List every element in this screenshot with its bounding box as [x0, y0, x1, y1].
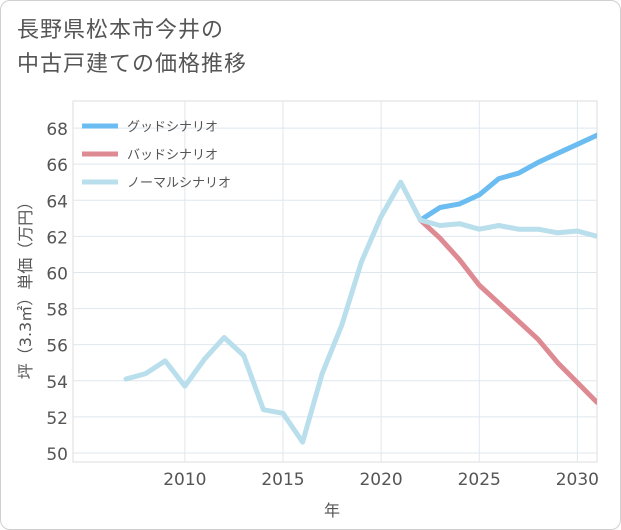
x-axis-label: 年 [324, 501, 340, 520]
y-tick-label-66: 66 [46, 156, 68, 176]
plot-area [72, 100, 598, 463]
y-tick-label-50: 50 [46, 445, 68, 465]
y-tick-label-68: 68 [46, 120, 68, 140]
legend-label-2: バッドシナリオ [127, 148, 218, 163]
y-tick-label-64: 64 [46, 192, 68, 212]
y-tick-label-54: 54 [46, 373, 68, 393]
series-line-3 [123, 179, 597, 445]
x-tick-label-2030: 2030 [556, 470, 599, 490]
series-line-2 [417, 217, 597, 405]
y-tick-label-56: 56 [46, 337, 68, 357]
legend-label-1: グッドシナリオ [127, 120, 218, 135]
y-tick-label-60: 60 [46, 264, 68, 284]
y-axis-label: 坪（3.3㎡）単価（万円） [16, 194, 35, 379]
x-tick-label-2025: 2025 [458, 470, 501, 490]
y-tick-label-52: 52 [46, 409, 68, 429]
legend-label-3: ノーマルシナリオ [127, 176, 231, 191]
y-tick-label-62: 62 [46, 228, 68, 248]
chart-title: 長野県松本市今井の 中古戸建ての価格推移 [17, 18, 248, 77]
series-line-1 [417, 132, 597, 223]
x-tick-label-2020: 2020 [359, 470, 402, 490]
y-tick-label-58: 58 [46, 301, 68, 321]
x-tick-label-2015: 2015 [261, 470, 304, 490]
x-tick-label-2010: 2010 [163, 470, 206, 490]
